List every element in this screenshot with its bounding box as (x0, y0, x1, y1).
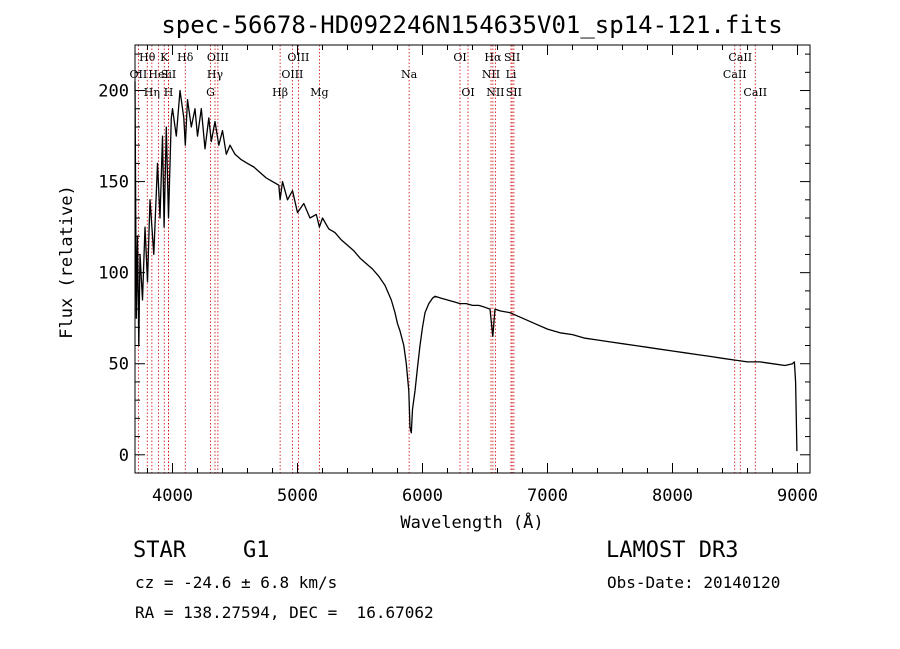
x-axis: 4000 5000 6000 7000 8000 9000 (147, 45, 818, 506)
line-label-12: Hγ (207, 68, 224, 81)
x-tick-label: 9000 (777, 486, 818, 506)
x-tick-label: 5000 (277, 486, 318, 506)
line-label-7: SII (504, 51, 520, 64)
y-tick-label: 200 (98, 82, 129, 102)
obs-date-text: Obs-Date: 20140120 (607, 573, 781, 592)
line-label-5: OI (453, 51, 466, 64)
line-label-4: OIII (287, 51, 309, 64)
y-tick-label: 100 (98, 264, 129, 284)
line-label-14: Na (401, 68, 418, 81)
spectrum-series-line (134, 81, 798, 452)
line-label-24: NII (486, 86, 504, 99)
line-label-25: SII (506, 86, 522, 99)
line-label-15: NII (482, 68, 500, 81)
line-label-9: OII (130, 68, 148, 81)
survey-name: LAMOST DR3 (606, 538, 739, 563)
chart-title: spec-56678-HD092246N154635V01_sp14-121.f… (161, 11, 782, 39)
coordinates-text: RA = 138.27594, DEC = 16.67062 (135, 603, 434, 622)
line-label-8: CaII (728, 51, 752, 64)
x-tick-label: 8000 (652, 486, 693, 506)
line-label-1: K (160, 51, 169, 64)
y-tick-label: 150 (98, 173, 129, 193)
line-label-21: Hβ (272, 86, 288, 99)
object-class: STAR (133, 538, 186, 563)
y-tick-label: 0 (119, 446, 129, 466)
x-tick-label: 6000 (402, 486, 443, 506)
plot-frame (134, 44, 811, 474)
y-axis: 0 50 100 150 200 (98, 53, 810, 466)
y-axis-label: Flux (relative) (57, 185, 77, 339)
line-label-26: CaII (743, 86, 767, 99)
line-label-0: Hθ (139, 51, 156, 64)
line-label-17: CaII (723, 68, 747, 81)
x-axis-label: Wavelength (Å) (400, 511, 543, 533)
line-label-13: OIII (281, 68, 303, 81)
line-label-2: Hδ (177, 51, 194, 64)
line-label-10: HeI (148, 68, 168, 81)
line-label-18: Hη (144, 86, 160, 99)
line-label-3: OIII (207, 51, 229, 64)
line-label-22: Mg (310, 86, 328, 99)
line-label-19: H (164, 86, 174, 99)
line-label-16: Li (506, 68, 517, 81)
redshift-text: cz = -24.6 ± 6.8 km/s (135, 573, 338, 592)
y-tick-label: 50 (109, 355, 129, 375)
line-label-20: G (206, 86, 215, 99)
line-label-11: SiI (161, 68, 176, 81)
line-label-23: OI (461, 86, 474, 99)
spectral-line-markers (137, 45, 756, 473)
object-subclass: G1 (243, 538, 270, 563)
x-tick-label: 7000 (527, 486, 568, 506)
line-label-6: Hα (484, 51, 502, 64)
x-tick-label: 4000 (152, 486, 193, 506)
